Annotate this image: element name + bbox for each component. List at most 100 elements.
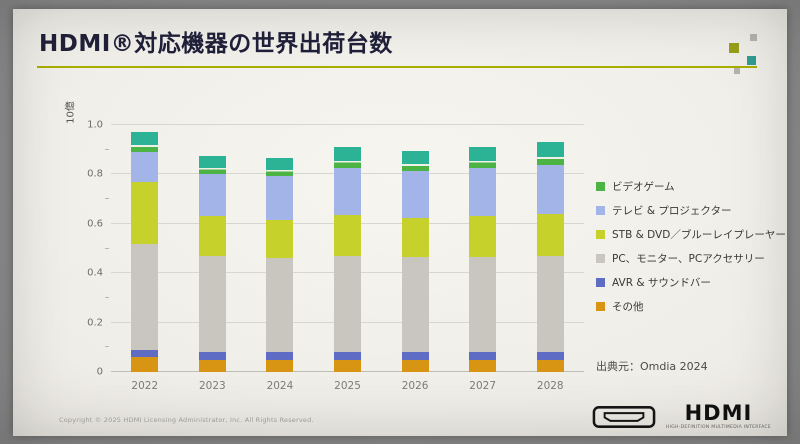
bar-segment: [536, 142, 564, 165]
bar-stack: [334, 125, 362, 372]
legend-label: STB & DVD／ブルーレイプレーヤー: [612, 229, 786, 241]
bar-column: 2024: [246, 125, 314, 392]
x-tick-label: 2022: [131, 380, 159, 392]
copyright-text: Copyright © 2025 HDMI Licensing Administ…: [59, 416, 314, 424]
legend: ビデオゲームテレビ & プロジェクター STB & DVD／ブルーレイプレーヤー P…: [596, 179, 786, 314]
page-title: HDMI®対応機器の世界出荷台数: [39, 31, 393, 57]
bar-column: 2026: [381, 125, 449, 392]
bar-segment: [401, 359, 429, 372]
legend-label: AVR & サウンドバー: [612, 277, 711, 289]
bar-segment: [536, 359, 564, 372]
deco-square-teal: [747, 56, 756, 65]
bar-segment: [131, 132, 159, 153]
hdmi-connector-icon: [592, 405, 656, 428]
x-tick-label: 2024: [266, 380, 294, 392]
bar-segment: [334, 168, 362, 216]
legend-item: STB & DVD／ブルーレイプレーヤー: [596, 227, 786, 242]
legend-item: PC、モニター、PCアクセサリー: [596, 251, 786, 266]
bar-segment: [401, 257, 429, 353]
bar-stack: [401, 125, 429, 372]
bar-column: 2023: [179, 125, 247, 392]
legend-item: AVR & サウンドバー: [596, 275, 786, 290]
deco-square-gray-small: [734, 68, 740, 74]
bar-segment: [469, 216, 497, 258]
bar-segment: [536, 352, 564, 360]
bar-segment: [401, 150, 429, 171]
slide: HDMI®対応機器の世界出荷台数 10億 2022 2023 2024 2025 202…: [13, 9, 787, 436]
legend-swatch: [596, 206, 605, 215]
hdmi-logo-text: HDMI HIGH-DEFINITION MULTIMEDIA INTERFAC…: [665, 401, 771, 431]
title-underline: [37, 66, 757, 68]
bar-stack: [469, 125, 497, 372]
bar-segment: [131, 357, 159, 372]
bar-segment: [198, 155, 226, 175]
bar-segment: [131, 243, 159, 350]
legend-swatch: [596, 182, 605, 191]
legend-label: PC、モニター、PCアクセサリー: [612, 253, 765, 265]
bar-segment: [198, 174, 226, 217]
bar-segment: [469, 168, 497, 217]
bars: 2022 2023 2024 2025 2026 2027 2028: [111, 125, 584, 392]
bar-segment: [469, 257, 497, 353]
y-tick-label: 0: [96, 366, 103, 378]
bar-segment: [469, 147, 497, 169]
deco-square-gray: [750, 34, 757, 41]
x-tick-label: 2026: [401, 380, 429, 392]
legend-item: その他: [596, 299, 786, 314]
y-minor-tick: [105, 198, 109, 200]
x-tick-label: 2027: [469, 380, 497, 392]
y-tick-label: 0.8: [87, 168, 103, 180]
bar-segment: [401, 352, 429, 360]
hdmi-logo-subtext: HIGH-DEFINITION MULTIMEDIA INTERFACE: [665, 425, 771, 430]
y-minor-tick: [105, 148, 109, 150]
legend-swatch: [596, 302, 605, 311]
x-tick-label: 2025: [334, 380, 361, 392]
legend-swatch: [596, 254, 605, 263]
bar-segment: [266, 258, 294, 353]
bar-segment: [266, 220, 294, 259]
bar-segment: [469, 359, 497, 372]
bar-segment: [131, 181, 159, 244]
source-note: 出典元：Omdia 2024: [596, 360, 708, 373]
bar-segment: [198, 216, 226, 256]
bar-segment: [334, 352, 362, 360]
y-tick-label: 0.2: [87, 317, 103, 329]
x-tick-label: 2028: [536, 380, 564, 392]
legend-swatch: [596, 230, 605, 239]
plot-area: 2022 2023 2024 2025 2026 2027 2028 0 0.2 0.4 0.6 0…: [87, 120, 584, 392]
bar-segment: [334, 255, 362, 353]
x-tick-label: 2023: [198, 380, 226, 392]
bar-stack: [198, 125, 226, 372]
y-minor-tick: [105, 296, 109, 298]
bar-stack: [266, 125, 294, 372]
y-minor-tick: [105, 247, 109, 249]
bar-segment: [536, 255, 564, 353]
gridline: [111, 124, 584, 125]
bar-segment: [536, 213, 564, 256]
y-tick-label: 1.0: [87, 119, 103, 131]
bar-stack: [131, 125, 159, 372]
bar-segment: [401, 217, 429, 258]
hdmi-logo: HDMI HIGH-DEFINITION MULTIMEDIA INTERFAC…: [592, 403, 771, 430]
bar-column: 2022: [111, 125, 179, 392]
bar-segment: [266, 158, 294, 176]
bar-segment: [334, 147, 362, 169]
bar-segment: [198, 255, 226, 353]
hdmi-wordmark: HDMI: [684, 401, 753, 425]
legend-label: その他: [612, 301, 644, 313]
bar-segment: [536, 164, 564, 214]
bar-column: 2025: [314, 125, 382, 392]
bar-segment: [334, 359, 362, 372]
legend-label: ビデオゲーム: [612, 181, 675, 193]
legend-swatch: [596, 278, 605, 287]
bar-segment: [131, 349, 159, 358]
bar-segment: [198, 359, 226, 372]
bar-column: 2028: [516, 125, 584, 392]
bar-segment: [266, 359, 294, 372]
bar-segment: [266, 352, 294, 360]
legend-item: テレビ & プロジェクター: [596, 203, 786, 218]
legend-label: テレビ & プロジェクター: [612, 205, 732, 217]
bar-segment: [469, 352, 497, 360]
y-axis-label: 10億: [65, 101, 77, 124]
